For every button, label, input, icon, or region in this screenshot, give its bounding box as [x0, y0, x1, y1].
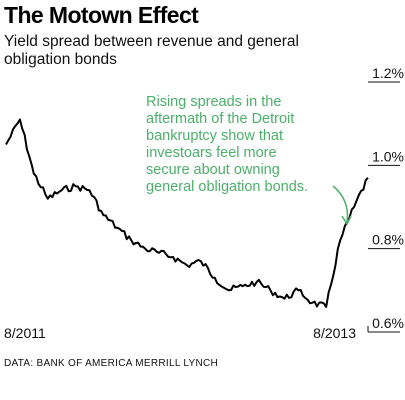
- annotation-line: aftermath of the Detroit: [146, 111, 294, 127]
- y-tick-label: 1.0%: [372, 148, 404, 164]
- source-note: DATA: BANK OF AMERICA MERRILL LYNCH: [4, 358, 219, 369]
- annotation-arrow: [332, 185, 349, 223]
- series-line: [5, 118, 369, 308]
- y-tick-label: 1.2%: [372, 65, 404, 81]
- x-tick-label: 8/2011: [4, 325, 46, 341]
- x-tick-label: 8/2013: [313, 325, 356, 341]
- annotation-line: general obligation bonds.: [146, 179, 308, 195]
- chart-title: The Motown Effect: [4, 2, 199, 28]
- y-tick-labels: 1.2% 1.0% 0.8% 0.6%: [372, 65, 404, 331]
- chart-subtitle: Yield spread between revenue and general…: [4, 33, 299, 68]
- annotation-line: secure about owning: [146, 162, 280, 178]
- y-gridlines: [367, 81, 400, 333]
- x-tick-labels: 8/2011 8/2013: [4, 325, 356, 341]
- annotation-arrowhead: [341, 215, 352, 226]
- y-tick-label: 0.8%: [372, 232, 404, 248]
- annotation-line: Rising spreads in the: [146, 94, 281, 110]
- annotation-line: bankruptcy show that: [146, 128, 283, 144]
- annotation-line: investoars feel more: [146, 145, 277, 161]
- y-tick-label: 0.6%: [372, 315, 404, 331]
